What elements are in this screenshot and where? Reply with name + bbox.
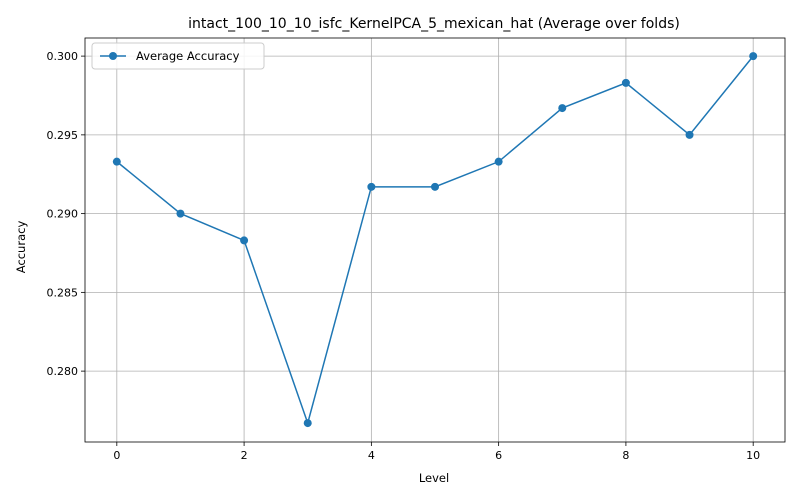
y-axis-label: Accuracy — [14, 221, 28, 274]
chart-title: intact_100_10_10_isfc_KernelPCA_5_mexica… — [188, 16, 680, 32]
data-point — [685, 130, 694, 139]
data-point — [176, 209, 185, 218]
x-tick-label: 8 — [622, 449, 629, 462]
data-point — [749, 52, 758, 61]
legend: Average Accuracy — [91, 42, 265, 70]
x-tick-label: 4 — [368, 449, 375, 462]
y-tick-label: 0.285 — [47, 286, 79, 299]
x-tick-label: 10 — [746, 449, 760, 462]
y-tick-label: 0.295 — [47, 129, 79, 142]
data-point — [558, 104, 567, 113]
legend-box — [91, 42, 265, 70]
legend-dot-marker — [109, 52, 117, 60]
series-layer — [112, 52, 758, 428]
x-axis-ticks: 0 2 4 6 8 10 — [113, 442, 760, 462]
plot-frame — [84, 37, 786, 443]
data-point — [494, 157, 503, 166]
data-point — [621, 78, 630, 87]
x-tick-label: 6 — [495, 449, 502, 462]
y-tick-label: 0.280 — [47, 365, 79, 378]
data-point — [367, 182, 376, 191]
x-tick-label: 0 — [113, 449, 120, 462]
data-point — [240, 236, 249, 245]
data-point — [431, 182, 439, 191]
y-tick-label: 0.300 — [47, 50, 79, 63]
data-point — [112, 157, 121, 166]
x-axis-label: Level — [419, 471, 449, 485]
legend-label: Average Accuracy — [136, 49, 240, 63]
x-tick-label: 2 — [241, 449, 248, 462]
y-tick-label: 0.290 — [47, 208, 79, 221]
y-axis-ticks: 0.280 0.285 0.290 0.295 0.300 — [47, 50, 85, 378]
data-point — [303, 419, 312, 428]
